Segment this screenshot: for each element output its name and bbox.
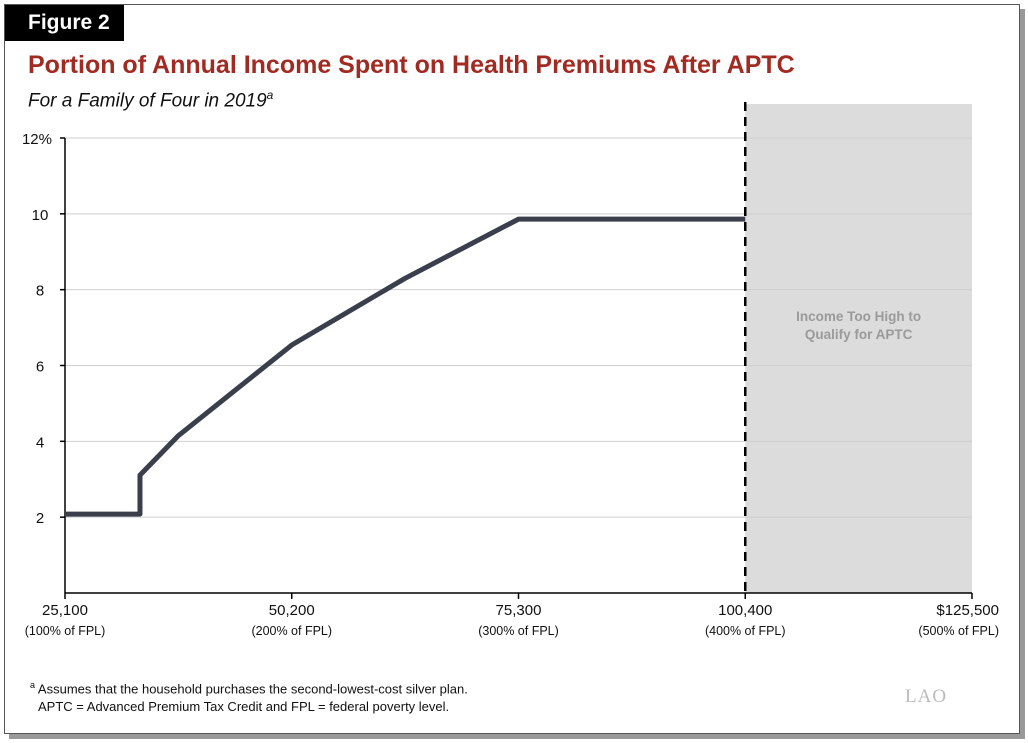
shaded-region-label: Qualify for APTC: [805, 327, 913, 342]
x-tick-label: 75,300: [496, 602, 542, 619]
shaded-region: [745, 104, 972, 593]
x-tick-label: 100,400: [718, 602, 772, 619]
y-tick-label: 4: [36, 434, 44, 451]
y-tick-label: 10: [32, 207, 49, 224]
y-tick-label: 2: [36, 510, 44, 527]
chart-title: Portion of Annual Income Spent on Health…: [28, 51, 795, 79]
footnote-text: Assumes that the household purchases the…: [37, 681, 468, 697]
x-tick-label: 25,100: [42, 602, 88, 619]
x-tick-sublabel: (200% of FPL): [251, 624, 332, 638]
x-tick-sublabel: (300% of FPL): [478, 624, 559, 638]
footnote-abbrev: APTC = Advanced Premium Tax Credit and F…: [38, 699, 450, 715]
x-tick-label: $125,500: [936, 602, 999, 619]
y-tick-label: 6: [36, 359, 44, 376]
lao-logo: LAO: [905, 686, 948, 707]
subtitle-text: For a Family of Four in 2019: [28, 90, 267, 112]
x-tick-sublabel: (500% of FPL): [918, 624, 999, 638]
x-tick-sublabel: (400% of FPL): [705, 624, 786, 638]
footnote-marker: a: [30, 680, 36, 690]
series-line: [65, 216, 746, 517]
x-tick-label: 50,200: [269, 602, 315, 619]
footnote-marker: a: [266, 88, 274, 102]
y-tick-label: 8: [36, 283, 44, 300]
y-tick-label: 12%: [22, 131, 52, 148]
footnotes: a Assumes that the household purchases t…: [30, 676, 468, 716]
figure-label: Figure 2: [5, 5, 124, 41]
shaded-region-label: Income Too High to: [796, 309, 921, 324]
x-tick-sublabel: (100% of FPL): [25, 624, 106, 638]
footnote-a: a Assumes that the household purchases t…: [30, 676, 468, 698]
chart-subtitle: For a Family of Four in 2019a: [28, 88, 273, 112]
